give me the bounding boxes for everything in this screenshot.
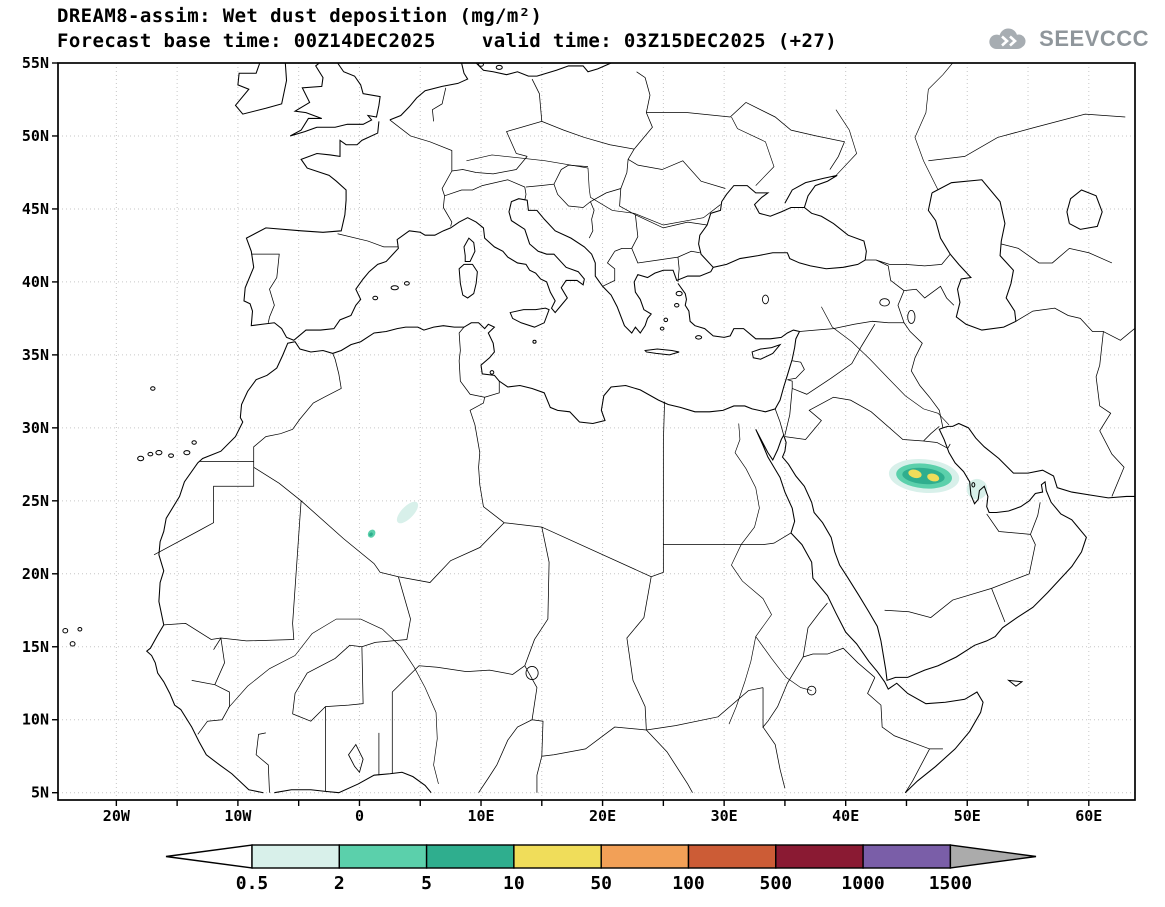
- coastline-caspian-aral: [928, 180, 1102, 330]
- lon-axis-label: 0: [355, 807, 364, 825]
- lon-axis-label: 10W: [224, 807, 252, 825]
- colorbar-tick-label: 1500: [929, 873, 972, 894]
- lon-axis-label: 30E: [711, 807, 738, 825]
- colorbar-tick-label: 1000: [841, 873, 884, 894]
- chart-title: DREAM8-assim: Wet dust deposition (mg/m²…: [57, 5, 543, 27]
- lon-axis-label: 60E: [1075, 807, 1102, 825]
- colorbar-segment: [775, 844, 864, 869]
- seevccc-logo: SEEVCCC: [986, 24, 1149, 54]
- colorbar-segment: [862, 844, 952, 869]
- colorbar-segment: [513, 844, 602, 869]
- lat-axis-label: 20N: [22, 565, 49, 583]
- colorbar-segment: [338, 844, 428, 869]
- geography-layer: [58, 63, 1135, 800]
- lat-axis-label: 15N: [22, 638, 49, 656]
- map-area: [58, 63, 1135, 800]
- island-dots: [63, 63, 975, 646]
- colorbar-tick-label: 2: [334, 873, 345, 894]
- colorbar-tick-label: 50: [590, 873, 612, 894]
- coastline-europe: [244, 121, 866, 340]
- base-time-label: Forecast base time: 00Z14DEC2025: [57, 30, 436, 52]
- cloud-icon: [989, 28, 1026, 50]
- lon-axis-label: 20E: [589, 807, 616, 825]
- lat-axis-label: 45N: [22, 200, 49, 218]
- borders-europe: [251, 72, 1125, 323]
- colorbar-tick-label: 5: [421, 873, 432, 894]
- dust-region: [396, 501, 419, 524]
- colorbar-tick-label: 500: [760, 873, 793, 894]
- colorbar-overflow-arrow: [949, 844, 1037, 869]
- coastline-britain-baltic: [235, 63, 611, 136]
- country-border-layer: [154, 63, 1135, 793]
- lat-axis-label: 5N: [31, 784, 49, 802]
- coastline-africa-levant: [147, 283, 800, 792]
- dust-deposition-layer: [367, 459, 988, 538]
- borders-africa: [154, 327, 943, 793]
- lakes: [349, 295, 915, 772]
- lat-axis-label: 30N: [22, 419, 49, 437]
- colorbar-tick-label: 10: [503, 873, 525, 894]
- lon-axis-label: 10E: [467, 807, 494, 825]
- lon-axis-label: 40E: [832, 807, 859, 825]
- lon-axis-label: 20W: [103, 807, 131, 825]
- borders-mideast: [775, 244, 1135, 622]
- lat-axis-label: 10N: [22, 711, 49, 729]
- colorbar-segment: [687, 844, 777, 869]
- lat-axis-label: 50N: [22, 127, 49, 145]
- colorbar-underflow-arrow: [165, 844, 253, 869]
- coastline-layer: [63, 63, 1135, 793]
- logo-text: SEEVCCC: [1039, 26, 1149, 51]
- colorbar-segment: [425, 844, 515, 869]
- colorbar-tick-label: 100: [672, 873, 705, 894]
- colorbar-tick-label: 0.5: [236, 873, 269, 894]
- lon-axis-label: 50E: [954, 807, 981, 825]
- lat-axis-label: 35N: [22, 346, 49, 364]
- chart-subtitle: Forecast base time: 00Z14DEC2025 valid ti…: [57, 30, 837, 52]
- colorbar-segment: [251, 844, 341, 869]
- lat-axis-label: 40N: [22, 273, 49, 291]
- colorbar-segment: [600, 844, 690, 869]
- valid-time-label: valid time: 03Z15DEC2025 (+27): [481, 30, 838, 52]
- lat-axis-label: 25N: [22, 492, 49, 510]
- lat-axis-label: 55N: [22, 54, 49, 72]
